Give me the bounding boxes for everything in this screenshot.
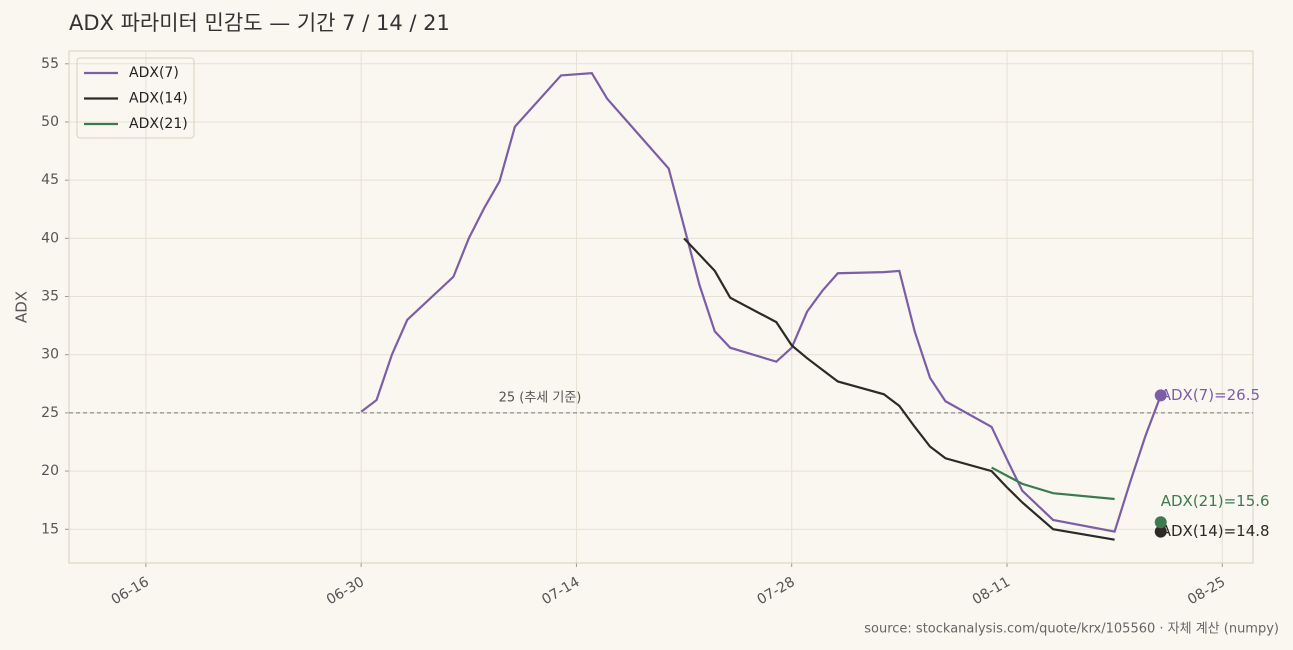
y-tick-label: 35 [41,289,59,305]
end-label: ADX(7)=26.5 [1161,386,1260,404]
legend-box [76,57,195,139]
legend-label: ADX(14) [129,91,188,107]
end-label: ADX(14)=14.8 [1161,522,1270,540]
x-tick-label: 07-28 [754,574,797,608]
plot-border [68,50,1254,564]
y-tick-label: 30 [41,347,59,363]
y-tick-label: 55 [41,56,59,72]
series-line [683,237,1115,541]
y-tick-label: 15 [41,521,59,537]
y-tick-label: 50 [41,114,59,130]
legend-label: ADX(7) [129,65,179,81]
y-tick-label: 40 [41,230,59,246]
y-tick-label: 25 [41,405,59,421]
end-marker [1154,516,1167,529]
end-marker [1154,389,1167,402]
x-tick-label: 08-11 [970,574,1013,608]
y-axis-label: ADX [13,291,31,323]
x-tick-label: 07-14 [539,574,582,608]
legend-label: ADX(21) [129,116,188,132]
end-marker [1154,525,1167,538]
y-tick-label: 45 [41,172,59,188]
source-note: source: stockanalysis.com/quote/krx/1055… [864,622,1279,637]
x-tick-label: 08-25 [1185,574,1228,608]
plot-area [69,51,1253,563]
series-line [360,71,1162,533]
series-line [991,466,1115,501]
x-tick-label: 06-16 [109,574,152,608]
y-tick-label: 20 [41,463,59,479]
end-label: ADX(21)=15.6 [1161,492,1270,510]
reference-label: 25 (추세 기준) [499,390,582,405]
chart-title: ADX 파라미터 민감도 — 기간 7 / 14 / 21 [69,11,450,35]
x-tick-label: 06-30 [324,574,367,608]
